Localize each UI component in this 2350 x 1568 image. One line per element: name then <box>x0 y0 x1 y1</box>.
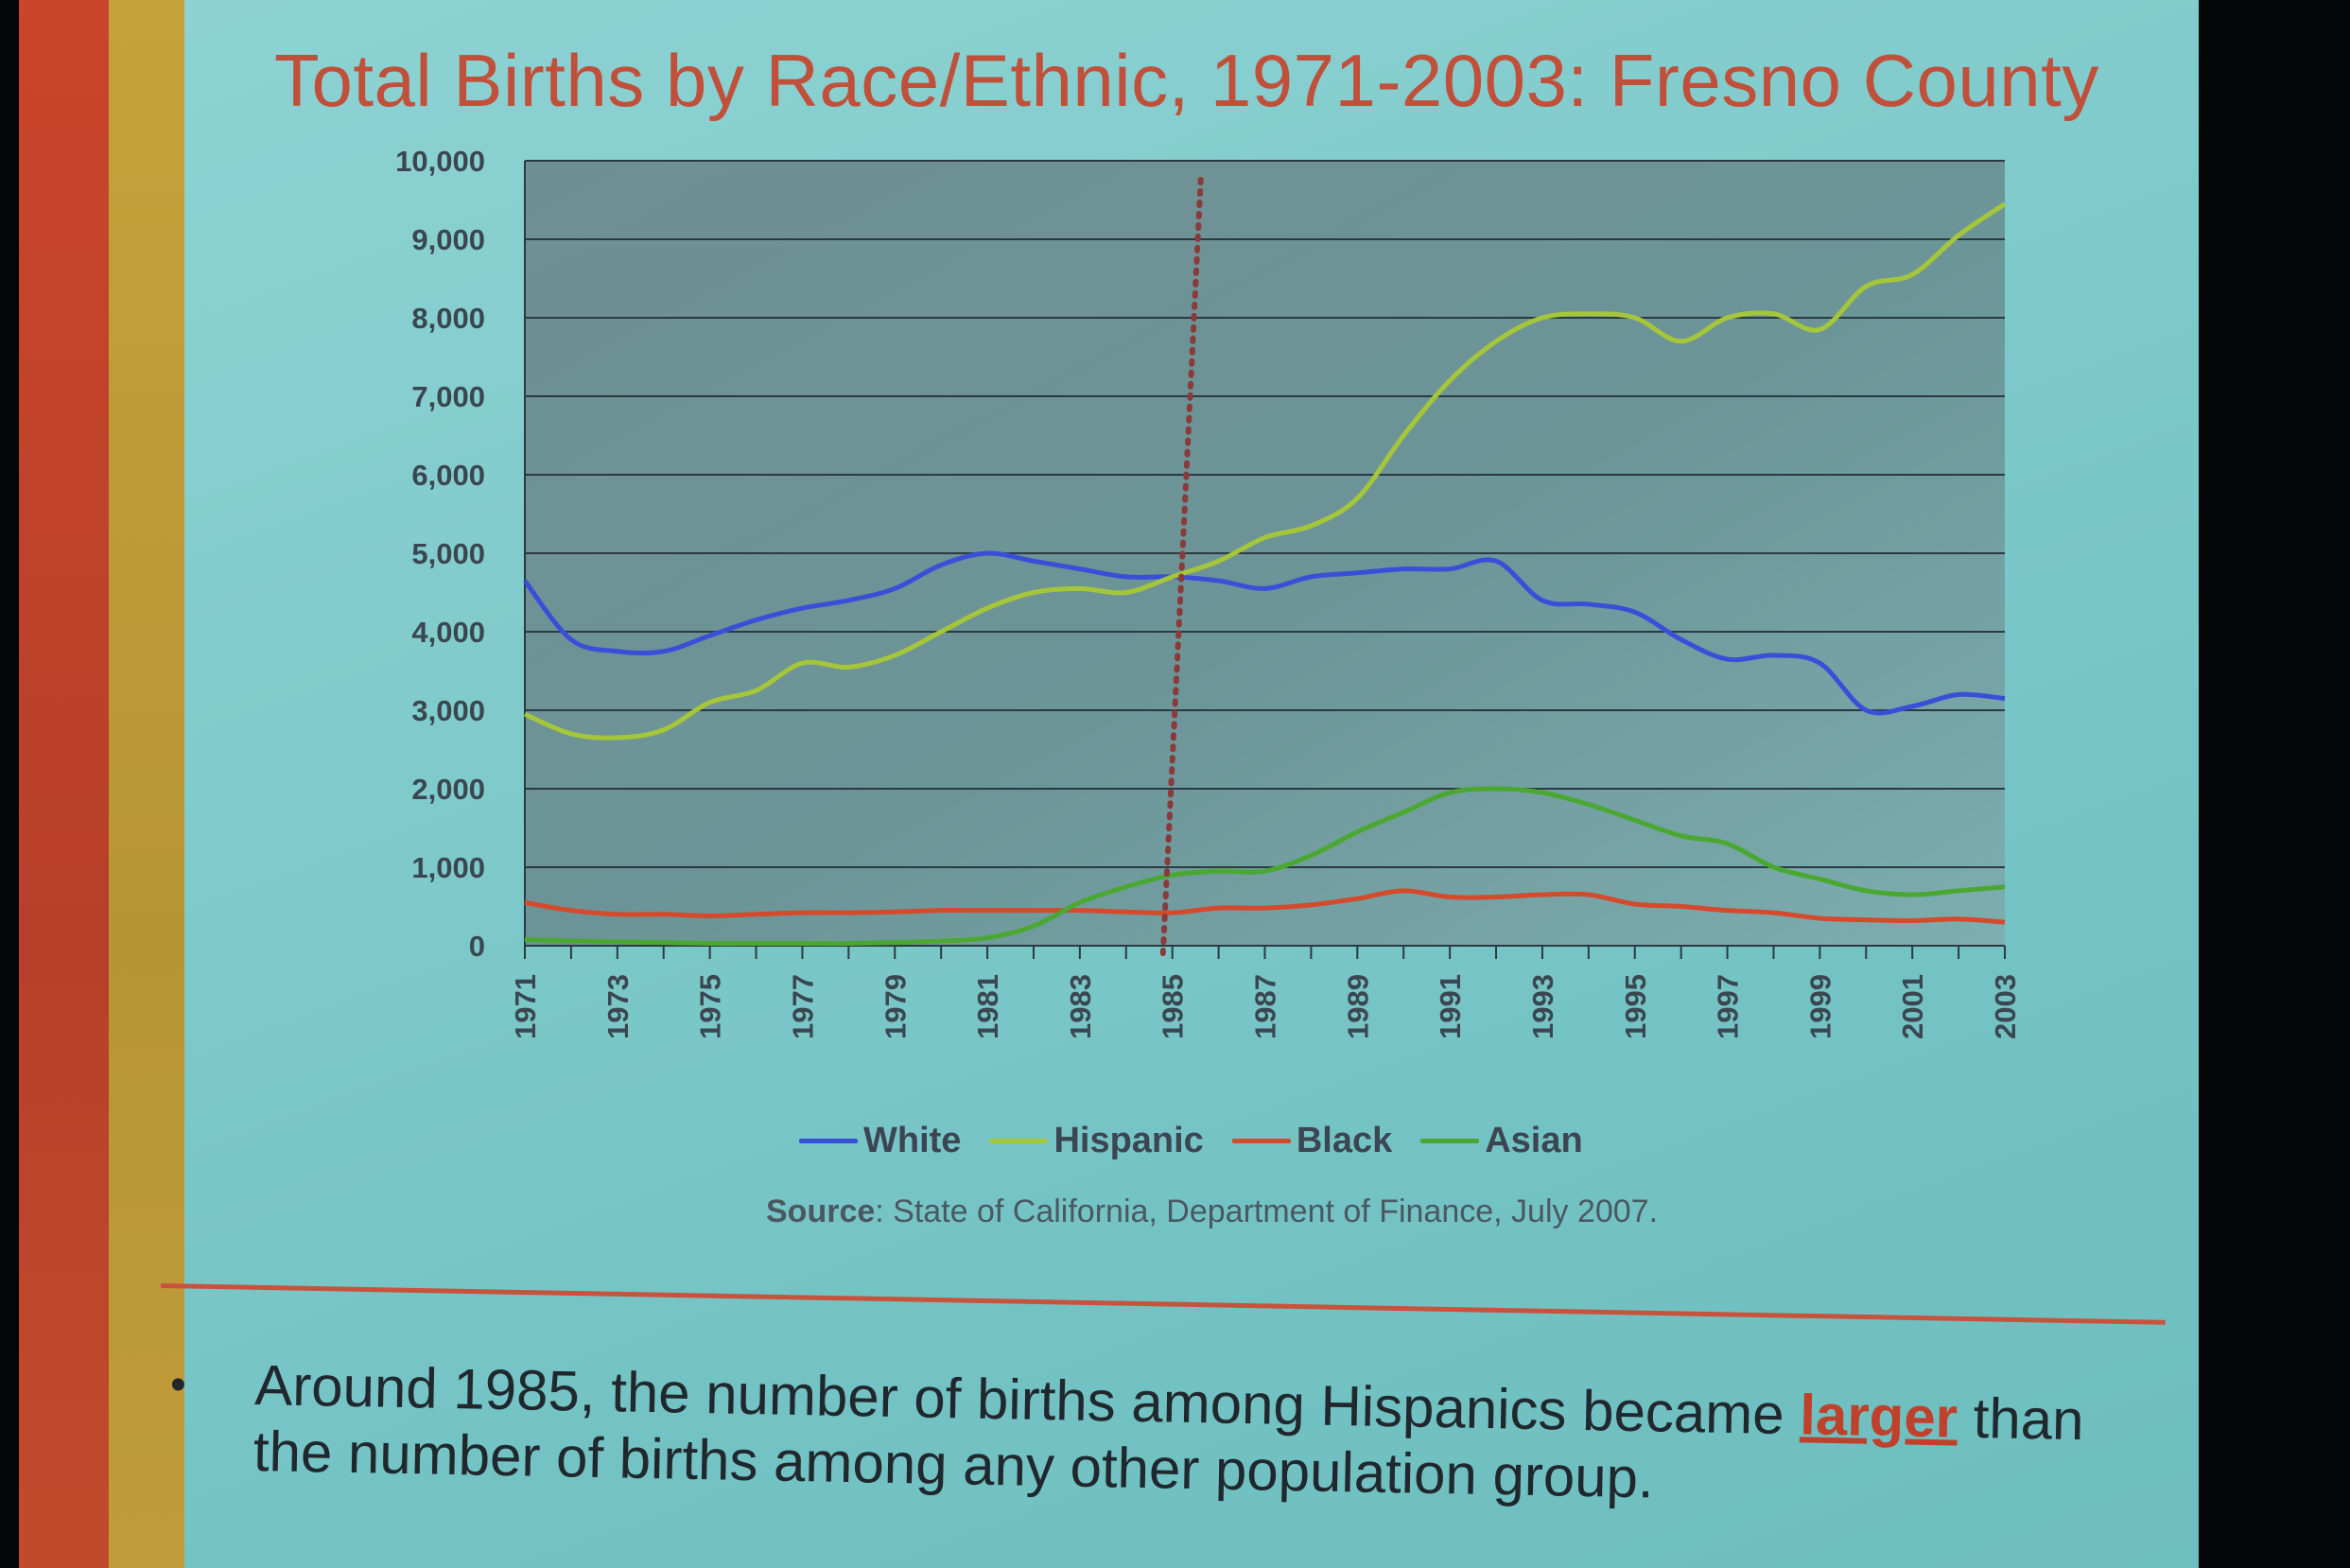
x-tick-label: 2001 <box>1896 974 1929 1039</box>
legend-label: Black <box>1296 1121 1393 1160</box>
y-tick-label: 10,000 <box>395 145 485 178</box>
series-line-black <box>524 888 2006 925</box>
legend-swatch <box>989 1139 1049 1143</box>
gridlines <box>525 160 2005 947</box>
y-tick-label: 6,000 <box>411 459 485 492</box>
x-tick-label: 1995 <box>1619 974 1652 1039</box>
y-tick-label: 3,000 <box>411 694 485 727</box>
red-accent-stripe <box>19 0 109 1568</box>
bullet-emphasis: larger <box>1799 1383 1958 1450</box>
x-tick-label: 1977 <box>786 974 819 1039</box>
y-tick-label: 8,000 <box>411 302 485 335</box>
y-tick-label: 0 <box>469 930 485 963</box>
legend-label: Asian <box>1485 1121 1583 1160</box>
legend-swatch <box>1420 1139 1480 1143</box>
x-tick-label: 1989 <box>1341 974 1374 1039</box>
series-line-asian <box>524 786 2006 947</box>
x-tick-label: 1985 <box>1157 974 1190 1039</box>
x-tick-label: 1979 <box>879 974 912 1039</box>
y-tick-label: 5,000 <box>411 537 485 570</box>
reference-line <box>1159 177 1204 958</box>
legend-label: White <box>863 1121 962 1160</box>
legend-item-hispanic: Hispanic <box>989 1121 1204 1161</box>
legend-item-asian: Asian <box>1420 1121 1583 1161</box>
legend-swatch <box>799 1139 858 1143</box>
x-tick-label: 1997 <box>1712 974 1745 1039</box>
x-tick-label: 1999 <box>1803 974 1836 1039</box>
bullet-symbol: • <box>170 1360 186 1410</box>
reference-line-1985 <box>1159 177 1204 958</box>
x-tick-label: 1975 <box>694 974 727 1039</box>
x-tick-label: 2003 <box>1989 974 2022 1039</box>
legend-label: Hispanic <box>1053 1121 1204 1160</box>
y-tick-label: 4,000 <box>411 616 485 649</box>
legend-item-black: Black <box>1231 1121 1393 1161</box>
series-line-hispanic <box>523 201 2007 740</box>
source-label: Source <box>766 1193 876 1229</box>
y-tick-label: 7,000 <box>411 380 485 413</box>
legend-swatch <box>1231 1139 1291 1143</box>
series-line-white <box>523 550 2006 716</box>
x-tick-label: 1993 <box>1526 974 1559 1039</box>
x-tick-label: 1991 <box>1434 974 1467 1039</box>
series-lines <box>523 201 2007 947</box>
x-axis: 1971 1973 1975 1977 1979 1981 1983 1985 1987 1989… <box>509 945 2022 1039</box>
x-tick-label: 1973 <box>601 974 635 1039</box>
x-tick-label: 1981 <box>971 974 1004 1039</box>
chart-legend: White Hispanic Black Asian <box>799 1121 1583 1161</box>
x-tick-label: 1971 <box>509 974 542 1039</box>
y-tick-label: 2,000 <box>411 773 485 806</box>
y-tick-label: 9,000 <box>411 223 485 256</box>
y-axis: 0 1,000 2,000 3,000 4,000 5,000 6,000 7,000 8,00… <box>395 145 526 963</box>
source-note: Source: State of California, Department … <box>766 1193 1658 1230</box>
slide-title: Total Births by Race/Ethnic, 1971-2003: … <box>274 39 2099 122</box>
gold-accent-stripe <box>109 0 184 1568</box>
y-tick-label: 1,000 <box>411 851 485 884</box>
source-text: : State of California, Department of Fin… <box>875 1193 1659 1229</box>
legend-item-white: White <box>799 1121 961 1161</box>
x-tick-label: 1987 <box>1249 974 1282 1039</box>
x-tick-label: 1983 <box>1064 974 1097 1039</box>
